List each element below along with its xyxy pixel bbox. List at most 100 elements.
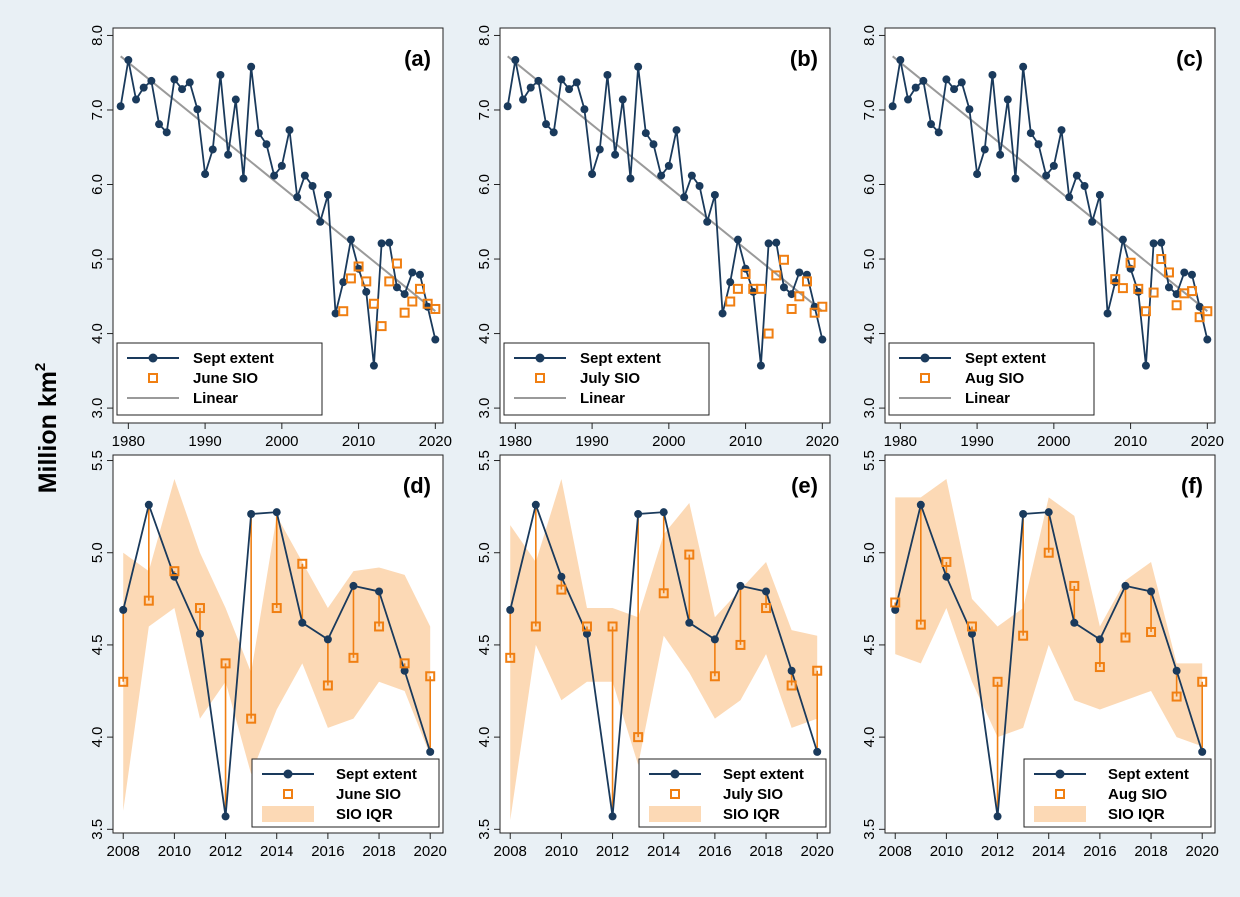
sept-extent-point xyxy=(1049,161,1058,170)
sio-point xyxy=(607,621,618,632)
y-axis-label-text: Million km xyxy=(34,371,62,493)
sio-point xyxy=(1133,283,1144,294)
y-tick-label: 5.5 xyxy=(476,450,493,471)
sio-point xyxy=(735,639,746,650)
y-tick-label: 3.5 xyxy=(476,819,493,840)
sio-point xyxy=(118,676,129,687)
legend-label: Sept extent xyxy=(1108,766,1189,783)
panel-e: 2008 2010 2012 2014 2016 2018 2020 3.5 4.0 4.5 5.0… xyxy=(476,450,834,860)
sio-point xyxy=(732,283,743,294)
sept-extent-point xyxy=(354,264,363,273)
sept-extent-point xyxy=(124,56,133,65)
sept-extent-point xyxy=(511,56,520,65)
sept-extent-point xyxy=(896,56,905,65)
sept-extent-point xyxy=(1198,747,1207,756)
y-tick-label: 8.0 xyxy=(476,25,493,46)
sept-extent-point xyxy=(588,170,597,179)
legend-band-swatch xyxy=(649,806,701,822)
legend-marker-swatch xyxy=(920,353,930,363)
sept-extent-point xyxy=(503,102,512,111)
sio-point xyxy=(992,676,1003,687)
x-tick-label: 2008 xyxy=(879,843,912,860)
sio-point xyxy=(761,603,772,614)
y-tick-label: 5.0 xyxy=(861,249,878,270)
y-tick-label: 3.5 xyxy=(861,819,878,840)
sept-extent-point xyxy=(942,75,951,84)
sept-extent-point xyxy=(891,605,900,614)
sept-extent-point xyxy=(795,268,804,277)
x-tick-label: 2016 xyxy=(698,843,731,860)
sept-extent-point xyxy=(710,635,719,644)
sio-point xyxy=(786,680,797,691)
x-tick-label: 2020 xyxy=(419,433,452,450)
sio-point xyxy=(505,652,516,663)
sept-extent-point xyxy=(526,83,535,92)
x-tick-label: 1990 xyxy=(188,433,221,450)
sio-point xyxy=(786,303,797,314)
sept-extent-point xyxy=(147,76,156,85)
sept-extent-point xyxy=(144,500,153,509)
sept-extent-point xyxy=(254,129,263,138)
x-tick-label: 2000 xyxy=(1037,433,1070,450)
sept-extent-point xyxy=(1118,235,1127,244)
sept-extent-point xyxy=(1080,182,1089,190)
sept-extent-point xyxy=(1044,508,1053,517)
sept-extent-point xyxy=(764,239,773,248)
sio-point xyxy=(353,261,364,272)
sio-point xyxy=(1202,306,1213,317)
sept-extent-point xyxy=(193,105,202,114)
x-tick-label: 2012 xyxy=(596,843,629,860)
sept-extent-point xyxy=(170,572,179,581)
y-tick-label: 5.5 xyxy=(861,450,878,471)
legend-label: SIO IQR xyxy=(723,806,780,823)
y-tick-label: 5.5 xyxy=(89,450,106,471)
sept-extent-point xyxy=(582,629,591,638)
sept-extent-point xyxy=(904,95,913,104)
sio-point xyxy=(530,621,541,632)
sept-extent-point xyxy=(1187,270,1196,279)
sio-point xyxy=(890,597,901,608)
sept-extent-point xyxy=(664,161,673,170)
x-tick-label: 2020 xyxy=(806,433,839,450)
y-tick-label: 6.0 xyxy=(476,174,493,195)
legend: Sept extent July SIO SIO IQR xyxy=(638,758,827,828)
sept-extent-point xyxy=(221,812,230,821)
legend-label: Linear xyxy=(193,390,238,407)
sept-extent-point xyxy=(270,171,279,180)
sept-extent-point xyxy=(672,126,681,135)
sept-extent-point xyxy=(779,283,788,292)
x-tick-label: 2016 xyxy=(1083,843,1116,860)
x-tick-label: 2010 xyxy=(729,433,762,450)
iqr-band xyxy=(123,478,431,811)
sio-point xyxy=(297,558,308,569)
legend-band-swatch xyxy=(1034,806,1086,822)
x-tick-label: 2014 xyxy=(260,843,293,860)
legend-label: Aug SIO xyxy=(965,370,1024,387)
sept-extent-point xyxy=(415,270,424,279)
panel-d: 2008 2010 2012 2014 2016 2018 2020 3.5 4.0 4.5 5.0… xyxy=(89,450,447,860)
sio-point xyxy=(812,665,823,676)
panels: 1980 1990 2000 2010 2020 3.0 4.0 5.0 6.0 7.0 8.0 (a… xyxy=(89,25,1224,860)
sept-extent-point xyxy=(916,500,925,509)
sio-point xyxy=(809,307,820,318)
sept-extent-point xyxy=(231,95,240,104)
legend: Sept extent July SIO Linear xyxy=(503,342,710,416)
sept-extent-point xyxy=(293,193,302,202)
legend-square-swatch xyxy=(670,789,680,799)
sept-extent-point xyxy=(557,572,566,581)
legend: Sept extent Aug SIO Linear xyxy=(888,342,1095,416)
sept-extent-point xyxy=(988,70,997,79)
sept-extent-point xyxy=(608,812,617,821)
sio-point xyxy=(143,595,154,606)
y-tick-label: 4.0 xyxy=(476,727,493,748)
sept-extent-point xyxy=(787,666,796,675)
sept-extent-point xyxy=(239,174,248,183)
sept-extent-point xyxy=(580,105,589,114)
sio-point xyxy=(425,671,436,682)
sept-extent-point xyxy=(285,126,294,135)
sept-extent-point xyxy=(919,76,928,85)
x-tick-label: 1980 xyxy=(499,433,532,450)
sept-extent-point xyxy=(531,500,540,509)
x-tick-label: 2014 xyxy=(1032,843,1065,860)
panel-label: (d) xyxy=(403,473,431,498)
